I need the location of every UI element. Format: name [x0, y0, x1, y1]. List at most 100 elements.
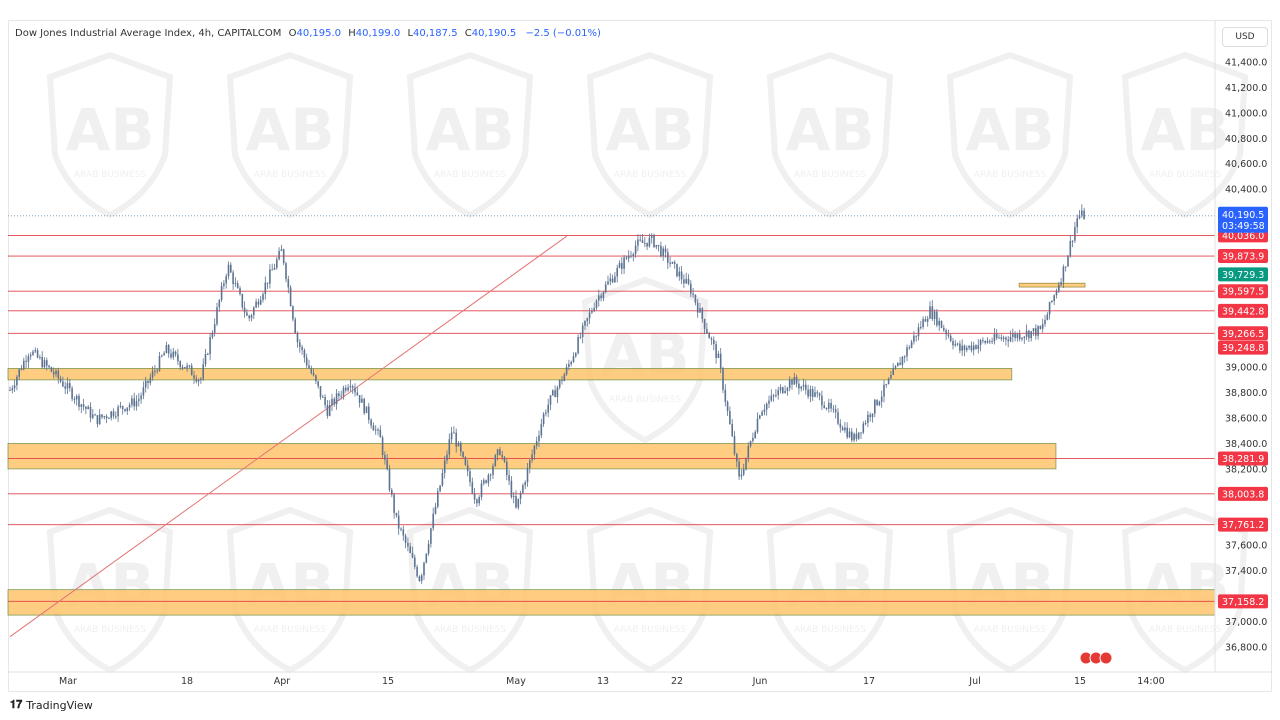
candle-body: [121, 405, 124, 410]
candle-body: [676, 263, 678, 277]
candle-body: [570, 362, 572, 365]
candle-body: [687, 278, 690, 284]
level-price-label-bg: [1218, 249, 1268, 264]
watermark-monogram: AB: [605, 96, 694, 164]
candle-body: [782, 387, 784, 393]
candle-body: [349, 386, 352, 388]
candle-body: [860, 432, 862, 434]
candle-body: [795, 376, 798, 384]
candle-body: [347, 387, 349, 391]
candle-body: [453, 432, 455, 434]
open-label: O: [288, 28, 297, 39]
level-price-label: 39,597.5: [1222, 287, 1264, 298]
candle-body: [124, 409, 126, 412]
candle-body: [648, 237, 651, 247]
currency-button[interactable]: USD: [1222, 27, 1268, 47]
candle-body: [147, 380, 149, 383]
candle-body: [871, 413, 874, 417]
candle-body: [335, 393, 338, 405]
candle-body: [101, 414, 103, 418]
candle-body: [922, 319, 924, 328]
candle-body: [759, 415, 761, 419]
candle-body: [188, 365, 191, 367]
candle-body: [172, 351, 175, 358]
level-price-label-bg: [1218, 284, 1268, 299]
candle-body: [713, 339, 715, 345]
candle-body: [1021, 337, 1023, 340]
candle-body: [641, 240, 644, 243]
price-axis-tick: 37,000.0: [1225, 617, 1267, 628]
candle-body: [370, 419, 372, 426]
candle-body: [207, 353, 209, 355]
candle-body: [416, 566, 418, 577]
candle-body: [301, 347, 303, 350]
price-axis-tick: 40,800.0: [1225, 134, 1267, 145]
candle-body: [575, 353, 577, 357]
candle-body: [450, 432, 453, 440]
candle-body: [418, 576, 421, 581]
symbol-title[interactable]: Dow Jones Industrial Average Index, 4h, …: [15, 28, 282, 39]
candle-body: [621, 263, 623, 269]
candle-body: [1062, 266, 1065, 283]
candle-body: [397, 515, 400, 529]
candle-body: [225, 276, 227, 284]
candle-body: [791, 379, 793, 385]
candle-body: [857, 432, 860, 439]
candle-body: [328, 405, 331, 416]
candle-body: [434, 506, 437, 514]
candle-body: [163, 353, 165, 356]
price-axis-tick: 39,000.0: [1225, 363, 1267, 374]
candle-body: [917, 327, 920, 337]
candle-body: [818, 393, 821, 396]
candle-body: [961, 345, 963, 351]
candle-body: [1039, 326, 1042, 329]
candle-body: [770, 395, 773, 401]
candle-body: [87, 406, 89, 410]
candle-body: [462, 451, 464, 458]
candle-body: [954, 343, 957, 346]
candle-body: [765, 403, 768, 410]
candle-body: [243, 307, 246, 313]
watermark-logo-icon: AB ARAB BUSINESS: [766, 51, 894, 219]
brand-name[interactable]: TradingView: [26, 698, 93, 712]
candle-body: [285, 263, 287, 280]
candle-body: [998, 337, 1000, 339]
candle-body: [880, 396, 883, 402]
candle-body: [825, 407, 828, 409]
candle-body: [1016, 333, 1019, 339]
level-price-label: 37,761.2: [1222, 520, 1264, 531]
candle-body: [98, 414, 101, 425]
candle-body: [995, 333, 998, 339]
candle-body: [248, 315, 250, 319]
candle-body: [690, 283, 692, 294]
candle-body: [811, 389, 814, 397]
price-axis-tick: 38,800.0: [1225, 388, 1267, 399]
watermark-text: ARAB BUSINESS: [74, 170, 146, 180]
price-axis-tick: 41,000.0: [1225, 108, 1267, 119]
candle-body: [568, 364, 570, 367]
candle-body: [262, 294, 264, 300]
candle-body: [213, 324, 216, 333]
candle-body: [179, 361, 181, 368]
candle-body: [529, 460, 531, 468]
candle-body: [800, 386, 802, 389]
shield-shape: [1121, 51, 1249, 219]
candle-body: [149, 377, 152, 383]
support-zone: [7, 589, 1216, 616]
candle-body: [561, 379, 563, 381]
candle-body: [239, 288, 241, 294]
candle-body: [223, 283, 225, 286]
candle-body: [887, 378, 890, 385]
candle-body: [345, 387, 347, 391]
candle-body: [952, 341, 954, 346]
candle-body: [368, 406, 370, 420]
candle-body: [667, 252, 669, 263]
time-axis-tick: Apr: [274, 676, 291, 687]
candle-body: [1030, 331, 1032, 339]
candle-body: [876, 399, 878, 406]
candle-body: [200, 378, 202, 380]
candle-body: [46, 360, 48, 366]
candle-body: [814, 392, 816, 397]
candle-body: [982, 340, 984, 342]
